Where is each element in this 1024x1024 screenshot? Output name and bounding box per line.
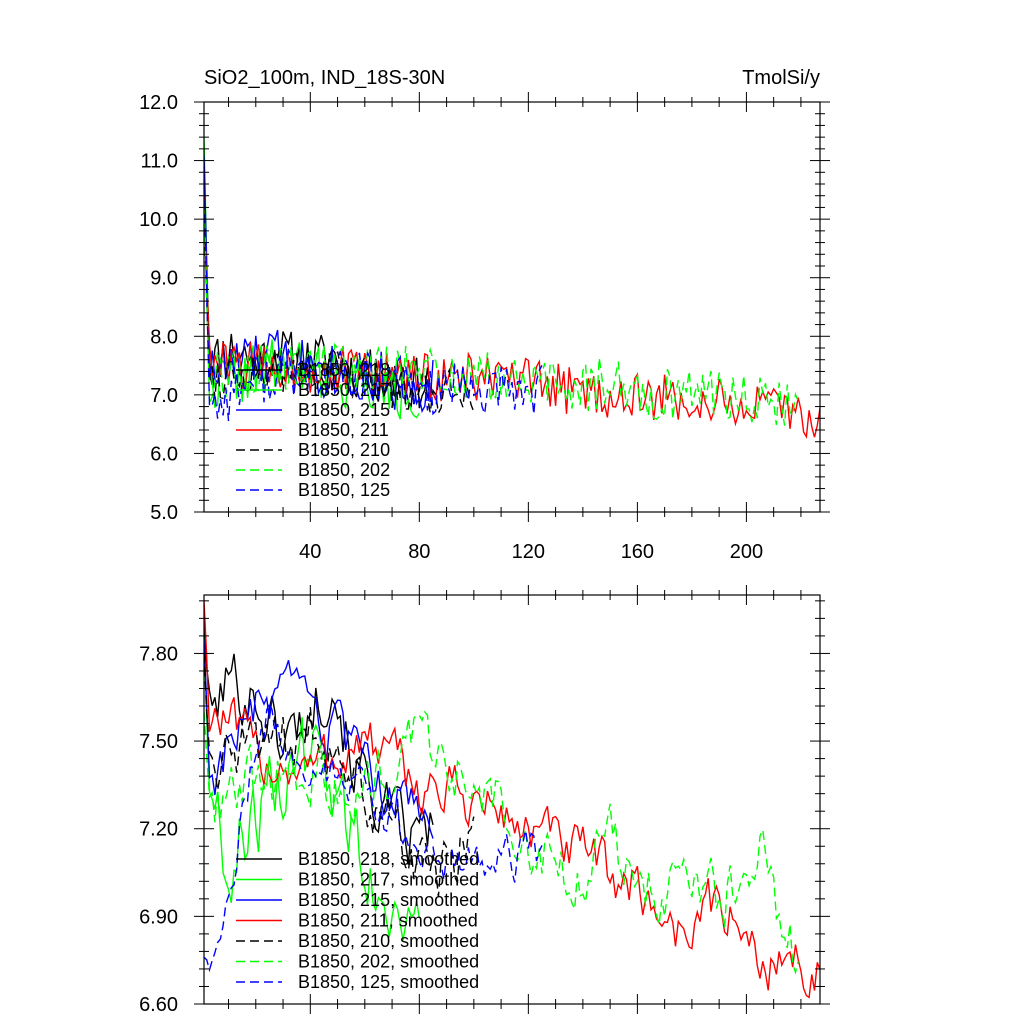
y-tick-label: 7.20 (139, 819, 178, 841)
legend-label-4: B1850, 210, smoothed (298, 931, 479, 951)
series-line-4 (204, 653, 475, 898)
y-tick-label: 7.0 (150, 385, 178, 407)
bottom-panel: 6.60 6.90 7.20 7.50 7.80 B1850, 218, smoothed… (139, 585, 830, 1016)
series-line-1 (204, 638, 420, 941)
series-line-6 (204, 172, 543, 421)
series-line-2 (204, 638, 434, 839)
x-tick-label: 160 (621, 541, 654, 563)
chart-title-left: SiO2_100m, IND_18S-30N (204, 67, 445, 89)
x-tick-label: 80 (408, 541, 430, 563)
legend-label-0: B1850, 218 (298, 360, 390, 380)
y-tick-label: 11.0 (141, 151, 178, 173)
y-tick-label: 6.0 (150, 443, 178, 465)
plot-frame (203, 101, 821, 513)
chart-title-right: TmolSi/y (742, 67, 820, 89)
series-line-3 (204, 600, 820, 999)
legend-label-6: B1850, 125, smoothed (298, 972, 479, 992)
y-tick-label: 5.0 (150, 502, 178, 524)
y-tick-label: 6.60 (139, 994, 178, 1016)
series-line-6 (204, 701, 543, 973)
x-tick-label: 200 (730, 541, 763, 563)
top-panel: 40 80 120 160 200 5.0 6.0 7.0 8.0 9.0 10.0 11.0 12.0… (139, 92, 830, 563)
series-line-5 (204, 207, 799, 426)
legend-label-5: B1850, 202 (298, 460, 390, 480)
x-tick-label: 40 (299, 541, 321, 563)
series-line-0 (204, 189, 434, 409)
series-group (204, 137, 820, 439)
legend-label-6: B1850, 125 (298, 480, 390, 500)
legend-label-3: B1850, 211, smoothed (298, 911, 478, 931)
legend-label-4: B1850, 210 (298, 440, 390, 460)
y-tick-label: 7.50 (139, 731, 178, 753)
y-tick-label: 10.0 (139, 209, 178, 231)
legend-label-5: B1850, 202, smoothed (298, 952, 479, 972)
legend-label-2: B1850, 215, smoothed (298, 890, 479, 910)
series-line-2 (204, 154, 434, 414)
y-tick-label: 7.80 (139, 643, 178, 665)
series-group (204, 600, 820, 999)
legend-label-3: B1850, 211 (298, 420, 389, 440)
plot-frame (203, 594, 821, 1005)
legend-label-0: B1850, 218, smoothed (298, 849, 479, 869)
y-tick-label: 12.0 (139, 92, 178, 114)
y-tick-label: 8.0 (150, 326, 178, 348)
series-line-5 (204, 710, 799, 975)
series-line-3 (204, 195, 820, 439)
legend-label-2: B1850, 215 (298, 400, 390, 420)
legend-label-1: B1850, 217, smoothed (298, 870, 479, 890)
x-tick-label: 120 (512, 541, 545, 563)
y-tick-label: 9.0 (150, 268, 178, 290)
y-tick-label: 6.90 (139, 906, 178, 928)
legend-label-1: B1850, 217 (298, 380, 390, 400)
